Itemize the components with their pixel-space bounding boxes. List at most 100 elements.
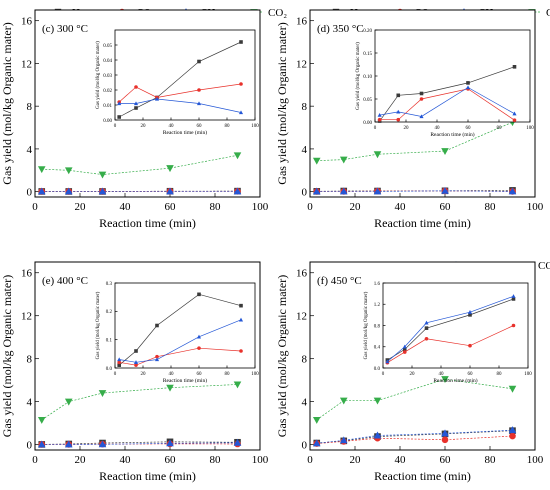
inset-y-tick-label: 0.01 (103, 104, 112, 109)
inset-y-axis-label: Gas yield (mol/kg Organic mater) (356, 42, 361, 110)
y-tick-label: 16 (296, 16, 308, 28)
inset-data-point (197, 59, 201, 64)
inset-data-point (239, 40, 243, 44)
y-tick-label: 0 (27, 187, 33, 199)
data-point (312, 416, 321, 424)
x-tick-label: 20 (75, 454, 87, 466)
inset-data-point (424, 326, 429, 330)
data-point (339, 187, 348, 195)
inset-y-axis-label: Gas yield (mol/kg Organic mater) (364, 291, 369, 359)
inset-x-tick-label: 40 (439, 372, 445, 377)
data-point (373, 397, 382, 405)
inset-data-point (117, 101, 122, 106)
x-tick-label: 0 (32, 454, 38, 466)
panel-label: (e) 400 °C (42, 275, 88, 287)
y-axis-label: Gas yield (mol/kg Organic mater) (275, 22, 289, 184)
data-point (339, 156, 348, 164)
inset-x-tick-label: 60 (466, 126, 472, 131)
y-tick-label: 12 (21, 58, 32, 70)
inset-x-tick-label: 40 (169, 124, 175, 129)
x-tick-label: 80 (210, 454, 222, 466)
x-tick-label: 80 (210, 201, 222, 213)
y-tick-label: 8 (302, 354, 308, 366)
inset-y-tick-label: 0.00 (103, 119, 112, 124)
chart-panel: 0 20 40 60 80 100 0 4 8 12 16 (d) 350 °C Reaction ti… (275, 9, 544, 230)
data-point (339, 436, 348, 444)
y-tick-label: 0 (27, 439, 33, 451)
inset-data-point (134, 363, 138, 367)
inset-data-point (402, 350, 407, 354)
x-tick-label: 80 (485, 454, 497, 466)
legend-label: CO₂ (268, 7, 287, 19)
inset-data-point (117, 363, 121, 367)
y-tick-label: 4 (302, 397, 308, 409)
data-point (98, 187, 107, 195)
inset-data-point (197, 88, 201, 92)
inset-data-point (155, 323, 159, 328)
inset-x-tick-label: 60 (468, 372, 474, 377)
inset-data-point (511, 297, 516, 301)
x-tick-label: 100 (527, 454, 544, 466)
data-point (508, 426, 517, 434)
panel-label: (f) 450 °C (317, 275, 362, 287)
inset-data-point (396, 117, 401, 122)
inset-data-point (512, 118, 517, 122)
inset-plot-frame (114, 282, 256, 369)
data-point (233, 152, 242, 160)
inset-chart: 0 20 40 60 80 100 0.00 0.01 0.02 0.03 0.04 0.05 Reac… (96, 29, 259, 136)
inset-data-point (134, 85, 138, 89)
data-point (233, 187, 242, 195)
y-tick-label: 16 (296, 268, 308, 280)
data-point (373, 431, 382, 439)
inset-data-point (239, 303, 243, 308)
inset-x-tick-label: 100 (524, 372, 532, 377)
inset-y-tick-label: 0.20 (363, 29, 372, 34)
inset-x-tick-label: 100 (526, 126, 534, 131)
inset-data-point (154, 357, 160, 362)
inset-y-tick-label: 0.05 (103, 44, 112, 49)
y-tick-label: 12 (21, 311, 32, 323)
x-tick-label: 100 (252, 454, 269, 466)
inset-data-point (117, 360, 121, 365)
data-point (37, 166, 46, 174)
inset-data-point (196, 101, 202, 106)
data-point (37, 187, 46, 195)
x-tick-label: 40 (395, 454, 407, 466)
x-tick-label: 60 (440, 454, 452, 466)
data-point (64, 398, 73, 406)
data-point (98, 171, 107, 179)
data-point (64, 167, 73, 175)
inset-x-axis-label: Reaction time (min) (430, 131, 474, 138)
inset-data-point (511, 294, 516, 298)
inset-data-point (468, 313, 472, 317)
y-tick-label: 0 (302, 187, 308, 199)
inset-x-axis-label: Reaction time (min) (163, 129, 207, 136)
inset-data-point (117, 115, 121, 119)
inset-data-point (419, 97, 424, 101)
data-point (441, 429, 449, 437)
legend-label: CO₂ (538, 260, 550, 272)
inset-x-tick-label: 80 (497, 372, 503, 377)
data-point (441, 436, 449, 444)
inset-data-point (133, 101, 139, 106)
inset-y-tick-label: 0.3 (106, 282, 113, 287)
data-point (98, 440, 107, 448)
x-tick-label: 40 (120, 201, 132, 213)
inset-data-point (133, 360, 139, 364)
x-tick-label: 60 (440, 201, 452, 213)
data-point (166, 187, 174, 195)
data-point (233, 438, 242, 446)
data-point (339, 397, 348, 405)
inset-x-tick-label: 0 (114, 124, 117, 129)
inset-data-point (402, 344, 407, 349)
data-point (166, 384, 174, 392)
data-point (373, 187, 382, 195)
inset-y-tick-label: 0.1 (106, 338, 113, 343)
data-point (441, 148, 449, 156)
y-tick-label: 4 (302, 144, 308, 156)
x-tick-label: 40 (395, 201, 407, 213)
inset-data-point (419, 91, 424, 96)
inset-x-tick-label: 20 (404, 126, 410, 131)
x-tick-label: 40 (120, 454, 132, 466)
data-point (37, 416, 46, 424)
